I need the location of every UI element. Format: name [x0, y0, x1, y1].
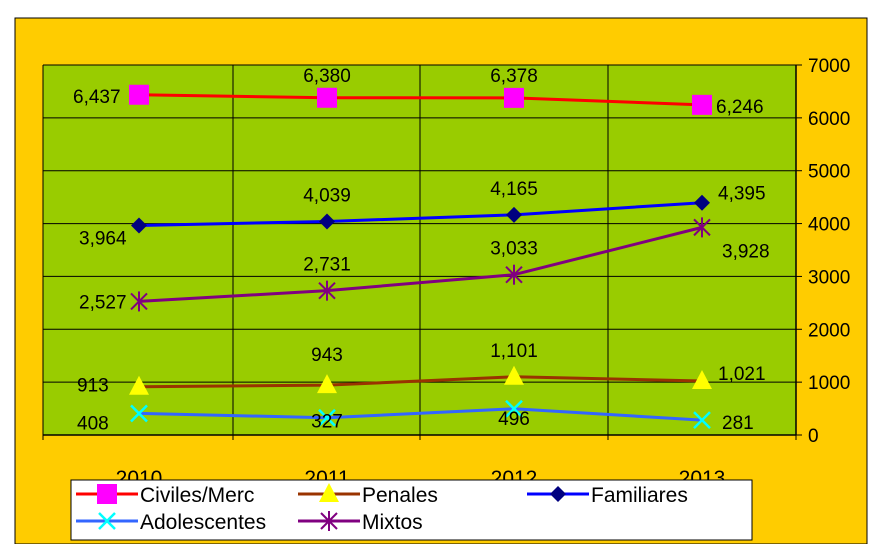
legend-label: Adolescentes	[140, 511, 266, 534]
data-label: 281	[722, 413, 754, 434]
marker-diamond	[694, 194, 710, 211]
marker-square	[692, 94, 712, 115]
data-label: 4,039	[303, 186, 351, 207]
marker-triangle	[317, 374, 337, 394]
data-label: 2,527	[79, 292, 127, 313]
data-label: 4,395	[718, 184, 766, 205]
y-tick-label: 4000	[808, 215, 850, 236]
y-tick-label: 3000	[808, 267, 850, 288]
marker-x	[693, 411, 711, 430]
data-label: 6,437	[73, 87, 121, 108]
series-line	[138, 407, 703, 422]
data-label: 943	[311, 345, 343, 366]
series-civiles-merc: 6,437 6,380 6,378 6,246	[73, 66, 764, 118]
y-tick-label: 7000	[808, 56, 850, 77]
marker-triangle	[504, 365, 524, 385]
data-label: 1,021	[718, 364, 766, 385]
data-label: 3,964	[79, 228, 127, 249]
data-label: 913	[77, 376, 109, 397]
marker-x-stroke	[318, 408, 336, 427]
marker-diamond	[131, 217, 147, 234]
legend-entry-familiares: Familiares	[527, 484, 688, 507]
series-line	[138, 375, 703, 389]
data-label: 1,101	[490, 341, 538, 362]
marker-x-stroke	[130, 404, 148, 423]
series-line	[138, 225, 703, 303]
series-adolescentes: 408 327 496 281	[77, 399, 754, 434]
marker-triangle	[692, 370, 712, 390]
data-label: 2,731	[303, 255, 351, 276]
y-tick-label: 5000	[808, 162, 850, 183]
legend-entry-mixtos: Mixtos	[298, 511, 423, 534]
y-tick-label: 1000	[808, 373, 850, 394]
marker-x-stroke	[98, 512, 116, 530]
marker-asterisk	[318, 280, 336, 301]
data-label: 3,033	[490, 239, 538, 260]
y-tick-label: 0	[808, 426, 819, 447]
legend: Civiles/Merc Penales Familiares Adolescente…	[70, 479, 753, 541]
series-penales: 913 943 1,101 1,021	[77, 341, 766, 397]
marker-x	[130, 404, 148, 423]
data-label: 6,378	[490, 66, 538, 87]
y-tick-label: 2000	[808, 320, 850, 341]
y-tick-label: 6000	[808, 109, 850, 130]
marker-square	[129, 84, 149, 105]
marker-diamond	[319, 213, 335, 230]
data-label: 6,380	[303, 66, 351, 87]
series-familiares: 3,964 4,039 4,165 4,395	[79, 179, 766, 250]
legend-box	[70, 479, 753, 541]
series-mixtos: 2,527 2,731 3,033 3,928	[79, 217, 770, 313]
legend-entry-adolescentes: Adolescentes	[76, 511, 266, 534]
marker-x	[98, 512, 116, 530]
marker-x-stroke	[693, 411, 711, 430]
marker-asterisk	[693, 217, 711, 238]
marker-asterisk	[320, 511, 338, 531]
legend-label: Penales	[362, 484, 438, 507]
marker-square	[97, 484, 117, 504]
data-label: 3,928	[722, 241, 770, 262]
legend-label: Mixtos	[362, 511, 423, 534]
data-label: 327	[311, 412, 343, 433]
data-label: 6,246	[716, 97, 764, 118]
series-line	[138, 93, 703, 107]
marker-triangle	[319, 483, 339, 502]
marker-x-stroke	[505, 399, 523, 418]
marker-x	[318, 408, 336, 427]
marker-square	[504, 87, 524, 108]
data-label: 408	[77, 413, 109, 434]
marker-diamond	[506, 206, 522, 223]
marker-diamond	[550, 486, 566, 502]
marker-x	[505, 399, 523, 418]
legend-entry-civiles-merc: Civiles/Merc	[76, 484, 254, 507]
legend-label: Familiares	[591, 484, 688, 507]
marker-asterisk	[130, 291, 148, 312]
data-label: 496	[498, 409, 530, 430]
series-line	[138, 201, 703, 227]
marker-asterisk	[505, 264, 523, 285]
marker-square	[317, 87, 337, 108]
legend-entry-penales: Penales	[298, 483, 438, 507]
legend-label: Civiles/Merc	[140, 484, 254, 507]
data-label: 4,165	[490, 179, 538, 200]
marker-triangle	[129, 375, 149, 395]
